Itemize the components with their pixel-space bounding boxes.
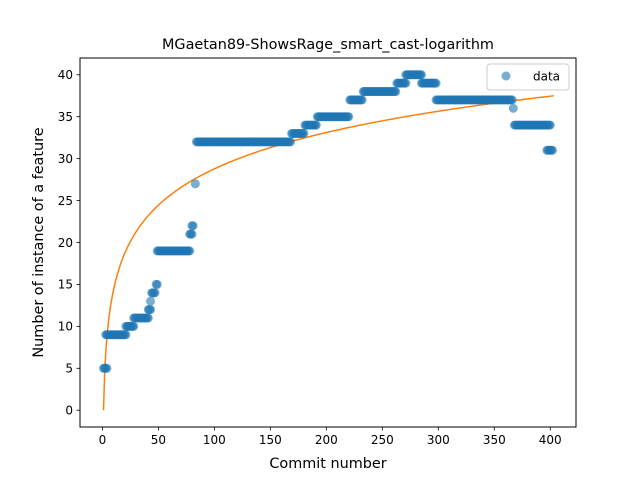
x-tick-label: 50 <box>151 433 166 447</box>
data-point <box>391 87 401 97</box>
legend-marker-data <box>501 71 511 81</box>
data-point <box>121 330 131 340</box>
data-point <box>152 279 162 289</box>
legend-label-data: data <box>533 70 560 84</box>
y-tick-label: 15 <box>58 278 73 292</box>
data-point <box>143 313 153 323</box>
x-tick-label: 100 <box>203 433 226 447</box>
data-point <box>547 145 557 155</box>
x-tick-label: 200 <box>315 433 338 447</box>
y-tick-label: 30 <box>58 152 73 166</box>
y-axis-ticks: 0 5 10 15 20 25 30 35 40 <box>58 68 80 418</box>
data-point <box>416 70 426 80</box>
data-point <box>185 246 195 256</box>
data-point <box>299 128 309 138</box>
legend: data <box>486 63 570 91</box>
x-tick-label: 250 <box>371 433 394 447</box>
fit-curve-layer <box>102 95 554 411</box>
x-tick-label: 150 <box>259 433 282 447</box>
y-tick-label: 5 <box>65 362 73 376</box>
x-tick-label: 350 <box>483 433 506 447</box>
y-tick-label: 0 <box>65 404 73 418</box>
data-point <box>150 288 160 298</box>
y-tick-label: 10 <box>58 320 73 334</box>
data-point <box>190 179 200 189</box>
fit-curve <box>102 95 554 411</box>
y-tick-label: 35 <box>58 110 73 124</box>
data-point <box>285 137 295 147</box>
data-points-layer <box>99 70 557 373</box>
x-axis-label: Commit number <box>269 456 386 472</box>
y-axis-label: Number of instance of a feature <box>31 127 47 357</box>
y-tick-label: 20 <box>58 236 73 250</box>
data-point <box>507 95 517 105</box>
data-point <box>311 120 321 130</box>
data-point <box>401 78 411 88</box>
data-point <box>129 321 139 331</box>
x-tick-label: 300 <box>427 433 450 447</box>
data-point <box>187 229 197 239</box>
data-point <box>146 296 156 306</box>
data-point <box>102 363 112 373</box>
data-point <box>545 120 555 130</box>
chart-title: MGaetan89-ShowsRage_smart_cast-logarithm <box>162 37 494 53</box>
y-tick-label: 25 <box>58 194 73 208</box>
data-point <box>146 305 156 315</box>
x-tick-label: 400 <box>539 433 562 447</box>
y-tick-label: 40 <box>58 68 73 82</box>
legend-box <box>486 63 570 91</box>
data-point <box>344 112 354 122</box>
data-point <box>357 95 367 105</box>
x-axis-ticks: 0 50 100 150 200 250 300 350 400 <box>99 427 562 447</box>
x-tick-label: 0 <box>99 433 107 447</box>
data-point <box>431 78 441 88</box>
data-point <box>188 221 198 231</box>
data-point <box>508 103 518 113</box>
